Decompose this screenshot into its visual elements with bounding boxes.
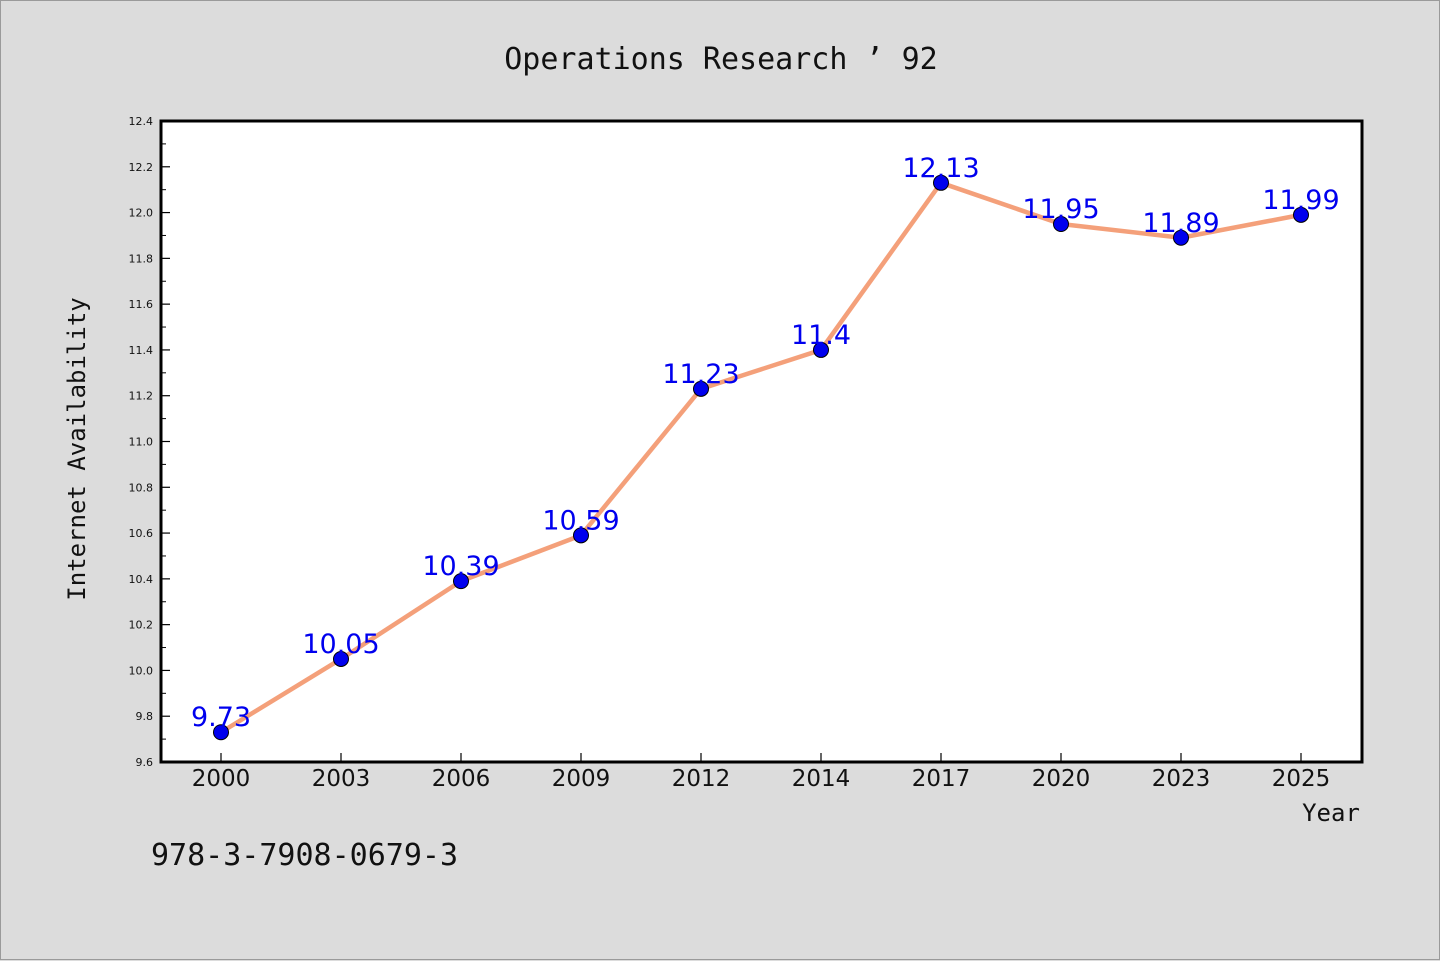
isbn-text: 978-3-7908-0679-3	[151, 838, 458, 873]
x-tick-label: 2023	[1152, 766, 1211, 792]
x-tick-label: 2025	[1272, 766, 1331, 792]
y-tick-label: 11.0	[129, 436, 154, 449]
data-label: 12.13	[902, 153, 979, 184]
series-group: 9.73 10.05 10.39 10.59 11.23 11.4 12.13 11.95 11…	[191, 153, 1340, 741]
y-tick-label: 11.6	[129, 298, 154, 311]
x-tick-label: 2006	[432, 766, 491, 792]
y-tick-label: 11.2	[129, 390, 154, 403]
y-tick-label: 10.4	[129, 573, 154, 586]
y-tick-label: 12.4	[129, 115, 154, 128]
plot-area	[161, 121, 1362, 762]
y-tick-label: 12.0	[129, 207, 154, 220]
data-label: 11.95	[1022, 194, 1099, 225]
data-label: 10.39	[422, 551, 499, 582]
x-tick-label: 2014	[792, 766, 851, 792]
data-point	[813, 341, 829, 358]
data-point	[1173, 229, 1189, 246]
y-axis-title: Internet Availability	[63, 297, 91, 600]
data-label: 10.59	[542, 505, 619, 536]
data-point	[1053, 216, 1069, 233]
y-tick-label: 12.2	[129, 161, 154, 174]
data-label: 11.89	[1142, 208, 1219, 239]
data-label: 10.05	[302, 629, 379, 660]
data-point	[1293, 206, 1309, 223]
y-tick-label: 10.2	[129, 619, 154, 632]
data-label: 11.99	[1262, 185, 1339, 216]
data-point	[573, 527, 589, 544]
data-label: 11.23	[662, 359, 739, 390]
x-tick-label: 2020	[1032, 766, 1091, 792]
x-axis-ticks: 2000 2003 2006 2009 2012 2014 2017 2020 2023 2025	[192, 753, 1331, 792]
x-tick-label: 2017	[912, 766, 971, 792]
x-tick-label: 2000	[192, 766, 251, 792]
y-tick-label: 10.0	[129, 664, 154, 677]
y-tick-label: 11.8	[129, 252, 154, 265]
chart-title: Operations Research ’ 92	[504, 42, 937, 77]
y-tick-label: 9.6	[136, 756, 154, 769]
x-axis-title: Year	[1302, 799, 1360, 827]
data-point	[333, 650, 349, 667]
data-label: 11.4	[791, 320, 851, 351]
x-tick-label: 2009	[552, 766, 611, 792]
x-tick-label: 2012	[672, 766, 731, 792]
y-tick-label: 10.6	[129, 527, 154, 540]
data-label: 9.73	[191, 702, 251, 733]
series-line	[218, 180, 1304, 735]
plot-border	[159, 119, 1364, 764]
y-axis-ticks: 9.6 9.8 10.0 10.2 10.4 10.6 10.8 11.0 11.2 11.4 11…	[129, 115, 170, 769]
x-tick-label: 2003	[312, 766, 371, 792]
data-point	[213, 724, 229, 741]
y-tick-label: 10.8	[129, 481, 154, 494]
data-point	[933, 174, 949, 191]
data-point	[693, 380, 709, 397]
y-tick-label: 11.4	[129, 344, 154, 357]
y-tick-label: 9.8	[136, 710, 154, 723]
data-point	[453, 573, 469, 590]
